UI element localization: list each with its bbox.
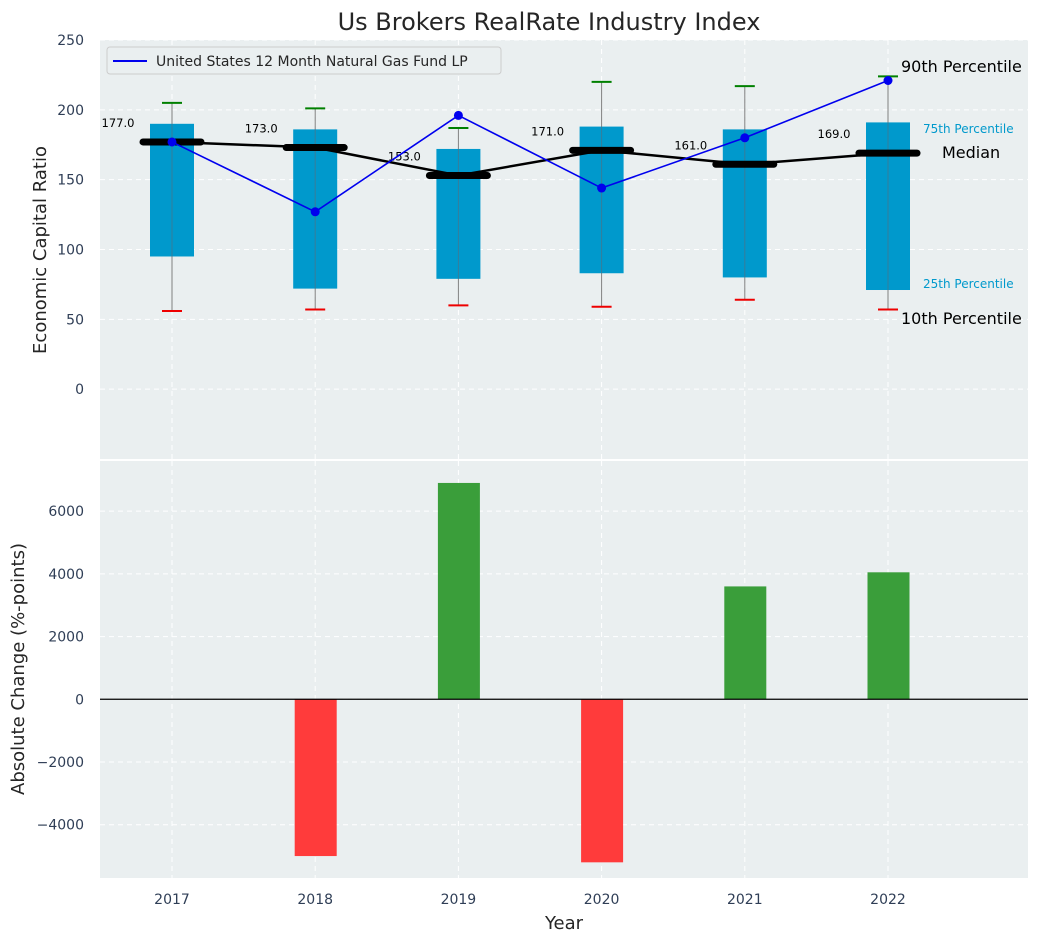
- median-value-label: 161.0: [674, 138, 707, 152]
- chart-title: Us Brokers RealRate Industry Index: [338, 8, 761, 36]
- median-value-label: 177.0: [102, 116, 135, 130]
- bottom-y-tick-label: 0: [75, 692, 84, 708]
- x-axis-ticks: 2017 2018 2019 2020 2021 2022: [154, 892, 906, 908]
- fund-series-point: [597, 183, 607, 193]
- top-y-tick-label: 200: [57, 103, 84, 119]
- annotation-median: Median: [942, 143, 1000, 162]
- x-axis-label: Year: [544, 913, 584, 934]
- median-value-label: 173.0: [245, 122, 278, 136]
- annotation-25th: 25th Percentile: [923, 277, 1014, 291]
- annotation-90th: 90th Percentile: [901, 57, 1022, 76]
- x-tick-label: 2018: [297, 892, 333, 908]
- top-y-axis-label: Economic Capital Ratio: [30, 146, 51, 354]
- percentile-annotations: 90th Percentile 75th Percentile Median 25th…: [901, 57, 1022, 328]
- legend-box: [106, 46, 502, 75]
- bottom-y-axis-label: Absolute Change (%-points): [8, 543, 29, 795]
- bottom-y-tick-label: −4000: [37, 818, 84, 834]
- x-tick-label: 2022: [870, 892, 906, 908]
- change-bar: [724, 586, 767, 700]
- median-value-label: 169.0: [818, 127, 851, 141]
- bottom-y-ticks: −4000 −2000 0 2000 4000 6000: [37, 504, 84, 834]
- x-tick-label: 2020: [584, 892, 620, 908]
- top-y-tick-label: 50: [66, 312, 84, 328]
- median-value-label: 171.0: [531, 124, 564, 138]
- x-tick-label: 2017: [154, 892, 190, 908]
- annotation-75th: 75th Percentile: [923, 122, 1014, 136]
- bottom-y-tick-label: 6000: [48, 504, 84, 520]
- bottom-y-tick-label: 4000: [48, 567, 84, 583]
- bottom-y-tick-label: 2000: [48, 630, 84, 646]
- fund-series-point: [310, 207, 320, 217]
- fund-series-point: [167, 137, 177, 147]
- top-y-tick-label: 150: [57, 173, 84, 189]
- annotation-10th: 10th Percentile: [901, 309, 1022, 328]
- median-trend-group: 177.0 173.0 153.0 171.0 161.0 169.0: [102, 116, 921, 179]
- legend: United States 12 Month Natural Gas Fund …: [106, 46, 502, 75]
- change-bars: [100, 482, 1028, 863]
- legend-label: United States 12 Month Natural Gas Fund …: [156, 54, 468, 70]
- change-bar: [437, 482, 480, 700]
- median-value-label: 153.0: [388, 149, 421, 163]
- x-tick-label: 2019: [441, 892, 477, 908]
- fund-series-line: [171, 79, 889, 213]
- bottom-y-tick-label: −2000: [37, 755, 84, 771]
- change-bar: [294, 699, 337, 857]
- change-bar: [867, 572, 910, 700]
- change-bar: [581, 699, 624, 863]
- top-y-tick-label: 0: [75, 382, 84, 398]
- panel-separator: [100, 459, 1028, 461]
- x-tick-label: 2021: [727, 892, 763, 908]
- top-y-tick-label: 250: [57, 33, 84, 49]
- fund-series-point: [883, 76, 893, 86]
- fund-series-group: [167, 76, 893, 217]
- top-y-tick-label: 100: [57, 243, 84, 259]
- fund-series-point: [453, 110, 463, 120]
- top-y-ticks: 0 50 100 150 200 250: [57, 33, 84, 398]
- fund-series-point: [740, 133, 750, 143]
